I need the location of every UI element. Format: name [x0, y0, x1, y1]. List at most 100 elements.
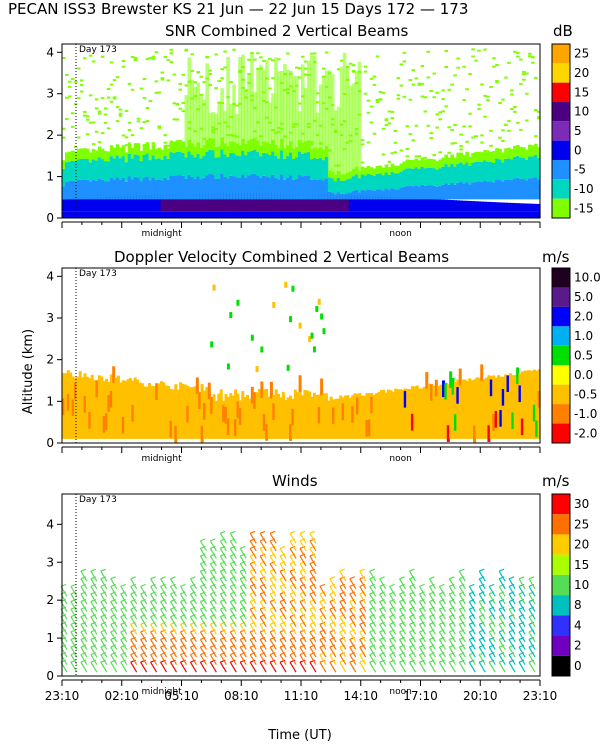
snr-cell	[133, 154, 138, 177]
wind-barb	[518, 639, 526, 650]
wind-barb	[269, 586, 277, 597]
snr-cell	[399, 171, 404, 188]
snr-cell	[510, 149, 514, 160]
snr-cell	[426, 167, 431, 186]
noon-label: noon	[389, 687, 411, 697]
snr-cell	[312, 158, 317, 180]
snr-cell	[528, 203, 532, 212]
snr-cell	[115, 196, 120, 212]
snr-cell	[459, 211, 463, 218]
snr-cell	[513, 203, 517, 212]
wind-barb	[349, 661, 357, 673]
snr-cell	[450, 211, 454, 218]
snr-speck	[124, 136, 129, 139]
snr-cell	[205, 175, 209, 200]
snr-cell	[274, 145, 278, 156]
snr-speck	[411, 139, 416, 142]
snr-speck	[504, 76, 508, 79]
wind-barb	[528, 608, 536, 620]
colorbar-frame	[551, 493, 571, 677]
wind-barb	[329, 616, 337, 628]
snr-cell	[62, 168, 66, 187]
snr-cell	[64, 162, 69, 182]
wind-barb	[100, 654, 108, 665]
snr-cell	[103, 151, 108, 162]
snr-cell	[501, 181, 505, 200]
snr-cell	[483, 201, 487, 212]
colorbar-label: 2.0	[574, 310, 593, 324]
snr-speck	[79, 83, 84, 86]
snr-speck	[133, 59, 138, 62]
wind-barb	[120, 601, 128, 612]
wind-barb	[289, 555, 297, 567]
snr-cell	[507, 147, 511, 159]
doppler-cell	[291, 285, 295, 292]
snr-cell	[100, 211, 105, 218]
doppler-cell	[446, 425, 450, 442]
snr-speck	[205, 56, 209, 59]
wind-barb	[528, 623, 536, 635]
snr-speck	[399, 149, 404, 152]
wind-barb	[399, 578, 407, 590]
snr-cell	[528, 156, 532, 179]
wind-barb	[409, 608, 417, 620]
snr-cell	[286, 177, 290, 200]
snr-speck	[318, 124, 323, 127]
snr-speck	[268, 57, 272, 60]
wind-barb	[170, 576, 176, 580]
snr-cell	[312, 211, 317, 218]
time-axis-label: Time (UT)	[268, 728, 332, 743]
wind-barb	[359, 661, 367, 673]
wind-barb	[448, 661, 456, 673]
wind-barb	[428, 601, 436, 612]
doppler-cell	[95, 380, 99, 398]
snr-cell	[94, 197, 99, 212]
snr-cell	[504, 211, 508, 218]
wind-barb	[299, 601, 307, 612]
colorbar-label: 5.0	[574, 290, 593, 304]
doppler-cell	[167, 385, 171, 439]
snr-speck	[372, 83, 377, 86]
snr-speck	[456, 152, 460, 155]
wind-barb	[239, 563, 247, 574]
doppler-cell	[485, 377, 489, 439]
snr-cell	[432, 185, 437, 200]
snr-cell	[118, 211, 123, 218]
snr-cell	[205, 63, 209, 141]
wind-barb	[518, 576, 525, 580]
snr-cell	[274, 211, 278, 218]
wind-barb	[508, 586, 516, 597]
snr-cell	[139, 151, 144, 162]
snr-cell	[423, 198, 428, 212]
snr-speck	[363, 65, 368, 68]
snr-speck	[97, 110, 102, 113]
wind-barb	[220, 530, 226, 534]
snr-cell	[432, 168, 437, 186]
winds-panel-title: Winds	[272, 472, 318, 490]
snr-speck	[112, 79, 117, 82]
snr-speck	[318, 142, 323, 145]
wind-barb	[259, 601, 267, 612]
snr-cell	[414, 158, 419, 168]
snr-cell	[214, 211, 218, 218]
snr-cell	[348, 178, 353, 193]
wind-barb	[170, 601, 178, 612]
snr-cell	[339, 180, 344, 194]
snr-speck	[298, 76, 302, 79]
snr-speck	[100, 96, 105, 99]
wind-barb	[359, 601, 367, 612]
snr-cell	[489, 211, 493, 218]
wind-barb	[339, 646, 347, 658]
snr-speck	[289, 72, 293, 75]
wind-barb	[219, 586, 227, 597]
wind-barb	[289, 639, 297, 650]
doppler-cell	[64, 373, 68, 439]
wind-barb	[478, 608, 486, 620]
snr-speck	[516, 51, 520, 54]
wind-barb	[349, 578, 357, 590]
snr-cell	[423, 185, 428, 200]
snr-speck	[327, 149, 332, 152]
colorbar-swatch	[552, 365, 570, 385]
wind-barb	[359, 623, 367, 635]
wind-barb	[160, 661, 168, 673]
